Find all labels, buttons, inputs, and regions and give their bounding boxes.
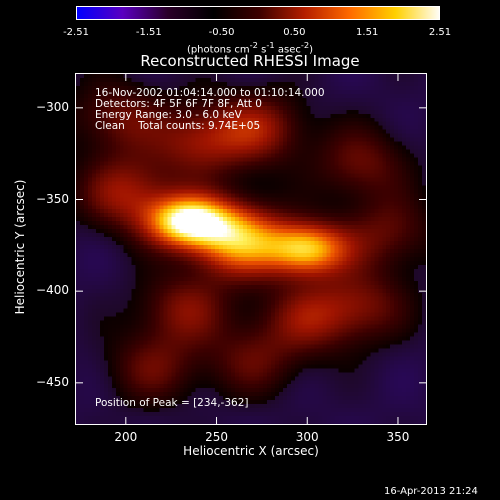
- y-axis-label: Heliocentric Y (arcsec): [13, 179, 27, 315]
- heatmap-image: [76, 74, 426, 424]
- x-tick-label: 250: [205, 430, 228, 444]
- y-tick-label: −450: [36, 374, 69, 389]
- colorbar-tick-label: 1.51: [356, 27, 379, 38]
- plot-area: 16-Nov-2002 01:04:14.000 to 01:10:14.000…: [75, 73, 427, 425]
- colorbar-tick-label: -1.51: [135, 27, 162, 38]
- annotation-time: 16-Nov-2002 01:04:14.000 to 01:10:14.000: [95, 87, 325, 99]
- colorbar-tick-label: -0.50: [208, 27, 235, 38]
- annotation-clean: Clean Total counts: 9.74E+05: [95, 120, 261, 132]
- colorbar-tick-label: -2.51: [63, 27, 89, 38]
- annotation-peak-position: Position of Peak = [234,-362]: [95, 397, 249, 409]
- colorbar-tick-label: 0.50: [283, 27, 306, 38]
- x-tick-label: 300: [295, 430, 319, 444]
- colorbar: [76, 6, 440, 20]
- chart-title: Reconstructed RHESSI Image: [140, 52, 360, 70]
- colorbar-tick-label: 2.51: [428, 27, 452, 38]
- x-axis-label: Heliocentric X (arcsec): [183, 444, 319, 458]
- colorbar-units: (photons cm-2 s-1 asec-2): [186, 40, 314, 56]
- annotation-energy: Energy Range: 3.0 - 6.0 keV: [95, 109, 242, 121]
- x-tick-label: 200: [114, 430, 138, 444]
- timestamp: 16-Apr-2013 21:24: [384, 486, 478, 497]
- x-tick-label: 350: [386, 430, 410, 444]
- y-tick-label: −350: [36, 191, 69, 206]
- y-tick-label: −300: [36, 99, 69, 114]
- annotation-detectors: Detectors: 4F 5F 6F 7F 8F, Att 0: [95, 98, 262, 110]
- y-tick-label: −400: [36, 283, 69, 298]
